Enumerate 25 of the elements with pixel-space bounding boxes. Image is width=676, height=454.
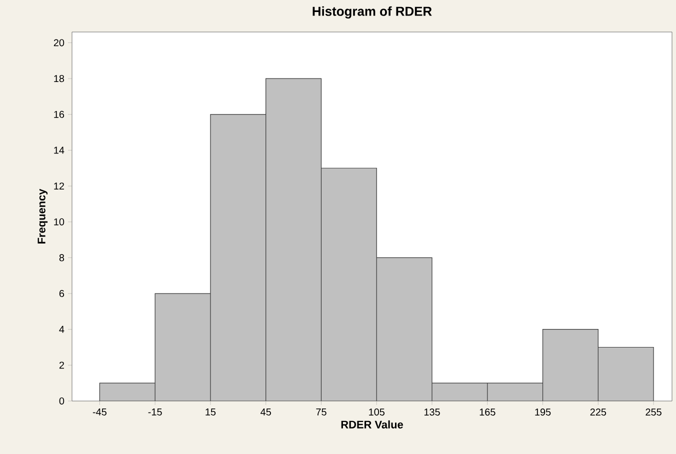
x-tick-label: 195 [535, 408, 551, 416]
x-tick-label: -15 [148, 408, 162, 416]
y-tick-label: 16 [54, 110, 64, 118]
y-tick-label: 0 [59, 397, 64, 405]
y-axis-title: Frequency [38, 188, 48, 244]
y-tick-label: 12 [54, 182, 64, 190]
y-tick-label: 18 [54, 75, 64, 82]
y-tick-label: 2 [59, 362, 64, 369]
y-tick-label: 6 [59, 290, 64, 298]
x-axis-title: RDER Value [341, 420, 403, 428]
y-tick-label: 14 [54, 146, 64, 154]
y-tick-label: 10 [54, 218, 64, 226]
x-tick-label: 75 [316, 408, 326, 416]
x-tick-label: 105 [369, 408, 385, 416]
chart-title: Histogram of RDER [312, 6, 432, 19]
y-tick-label: 4 [59, 326, 64, 333]
x-tick-label: 255 [646, 408, 662, 416]
x-tick-label: 135 [424, 408, 440, 416]
x-tick-label: 15 [206, 408, 216, 416]
x-tick-label: 165 [480, 408, 496, 416]
x-tick-label: -45 [92, 408, 106, 416]
x-tick-label: 225 [590, 408, 606, 416]
y-tick-label: 20 [54, 39, 64, 46]
y-tick-label: 8 [59, 254, 64, 262]
x-tick-label: 45 [260, 408, 271, 416]
